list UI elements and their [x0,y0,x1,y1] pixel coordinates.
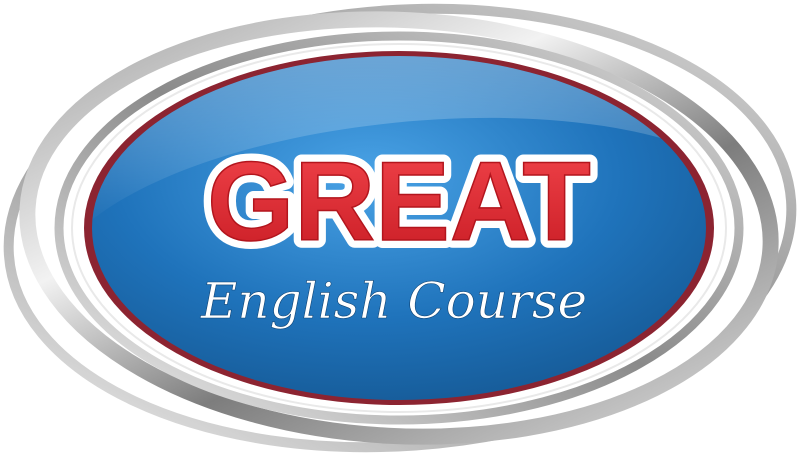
logo-subtitle: English Course [200,272,587,330]
logo-title-outline: GREAT [207,139,591,264]
gloss-highlight [92,56,706,230]
silver-band [54,31,744,425]
logo-title: GREAT [207,139,591,264]
